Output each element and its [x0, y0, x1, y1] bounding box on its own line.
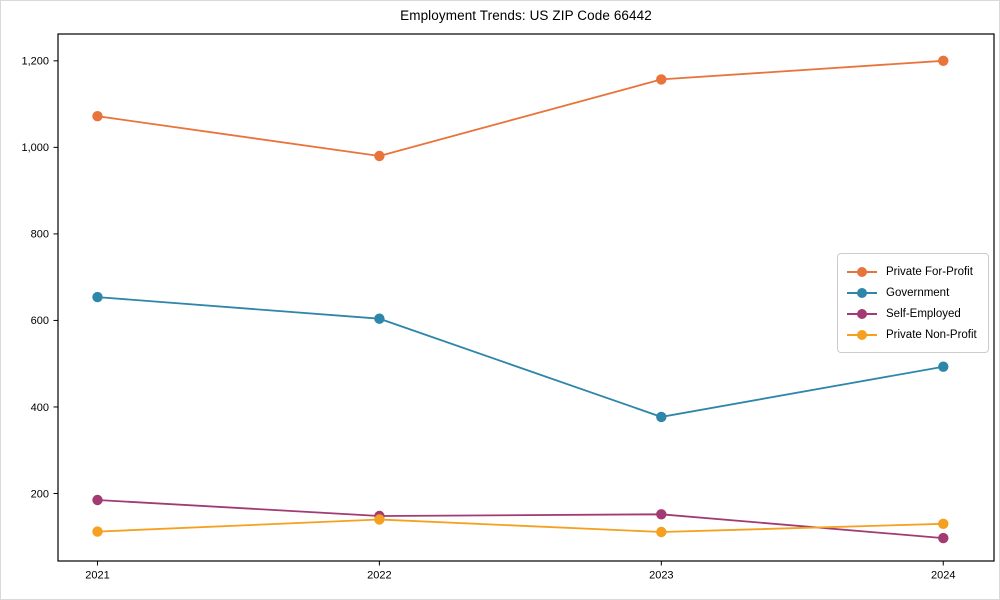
data-point-self-employed	[92, 494, 103, 506]
legend-item-government: Government	[847, 282, 979, 303]
data-point-government	[656, 411, 667, 423]
x-tick-label: 2024	[931, 570, 955, 582]
data-point-self-employed	[656, 509, 667, 520]
legend-label: Private Non-Profit	[886, 328, 977, 341]
x-tick-label: 2022	[367, 570, 391, 582]
data-point-self-employed	[938, 532, 949, 544]
legend-label: Government	[886, 286, 950, 299]
series-line-government	[97, 296, 944, 418]
chart-title: Employment Trends: US ZIP Code 66442	[400, 8, 652, 23]
data-point-government	[938, 361, 949, 372]
legend: Private For-Profit Government Self-Employe…	[837, 253, 989, 353]
legend-item-private-for-profit: Private For-Profit	[847, 261, 979, 282]
legend-line-marker-icon	[847, 308, 877, 320]
y-tick-label: 200	[31, 488, 49, 500]
y-tick-label: 1,200	[21, 56, 49, 68]
data-point-private-non-profit	[92, 526, 103, 537]
plot-frame	[57, 33, 995, 562]
x-tick-label: 2023	[649, 570, 673, 582]
data-point-private-non-profit	[374, 514, 385, 525]
data-point-government	[374, 313, 385, 324]
legend-line-marker-icon	[847, 266, 877, 278]
data-point-private-for-profit	[92, 111, 103, 122]
legend-item-self-employed: Self-Employed	[847, 303, 979, 324]
data-point-private-for-profit	[656, 74, 667, 85]
legend-item-private-non-profit: Private Non-Profit	[847, 324, 979, 345]
data-point-private-non-profit	[938, 518, 949, 529]
y-tick-label: 400	[31, 402, 49, 414]
legend-label: Self-Employed	[886, 307, 961, 320]
series-line-private-non-profit	[97, 518, 944, 533]
y-tick-label: 800	[31, 229, 49, 241]
data-point-private-for-profit	[374, 150, 385, 162]
y-tick-label: 600	[31, 315, 49, 327]
series-line-private-for-profit	[97, 59, 944, 157]
legend-label: Private For-Profit	[886, 265, 973, 278]
series-line-self-employed	[97, 499, 944, 539]
data-point-private-for-profit	[938, 55, 949, 66]
legend-line-marker-icon	[847, 287, 877, 299]
data-point-private-non-profit	[656, 526, 667, 538]
x-tick-label: 2021	[85, 570, 109, 582]
y-tick-label: 1,000	[21, 142, 49, 154]
legend-line-marker-icon	[847, 329, 877, 341]
data-point-government	[92, 291, 103, 303]
